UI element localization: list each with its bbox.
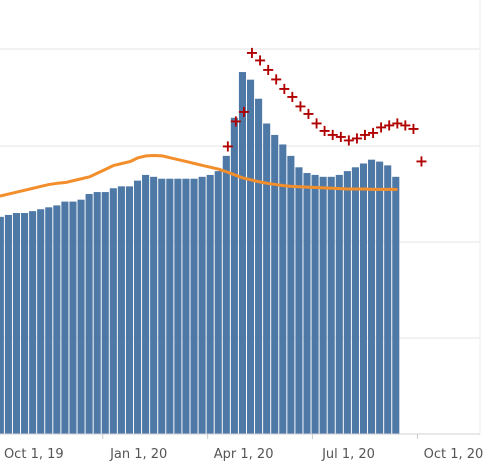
plus-marker: + xyxy=(358,125,371,144)
bar xyxy=(45,207,53,434)
x-tick-label: Jan 1, 20 xyxy=(109,447,167,462)
x-axis: Oct 1, 19 Jan 1, 20 Apr 1, 20 Jul 1, 20 Oct … xyxy=(0,433,484,462)
bar xyxy=(343,171,351,435)
bar xyxy=(166,178,174,434)
bar xyxy=(142,174,150,435)
bar xyxy=(125,186,134,434)
bar xyxy=(295,167,303,435)
bar xyxy=(327,176,335,434)
bar xyxy=(206,174,214,435)
plus-marker: + xyxy=(310,113,323,132)
plus-marker: + xyxy=(294,96,307,115)
plus-marker: + xyxy=(286,87,299,106)
plus-marker: + xyxy=(342,131,355,150)
bar xyxy=(117,186,125,434)
bar xyxy=(359,163,368,435)
bar xyxy=(311,174,319,435)
plus-marker: + xyxy=(278,79,291,98)
bar xyxy=(53,205,61,434)
bar xyxy=(12,213,21,434)
line-series xyxy=(0,153,398,198)
bar xyxy=(85,193,93,434)
plus-marker: + xyxy=(350,129,363,148)
plus-marker: + xyxy=(391,113,404,132)
bar xyxy=(271,134,279,434)
x-tick-label: Jul 1, 20 xyxy=(321,447,375,462)
bar xyxy=(150,176,158,434)
bar xyxy=(376,161,384,434)
bar xyxy=(109,188,117,434)
plus-marker: + xyxy=(399,115,412,134)
bar xyxy=(222,155,230,434)
bar xyxy=(246,79,255,435)
x-tick-label: Oct 1, 20 xyxy=(424,447,484,462)
outlier-markers: +++++++++++++++++++++++++ xyxy=(221,43,428,171)
bar xyxy=(335,174,343,435)
bar xyxy=(368,159,376,434)
plus-marker: + xyxy=(237,102,250,121)
bar xyxy=(190,178,198,434)
bar xyxy=(21,213,29,434)
x-tick-label: Apr 1, 20 xyxy=(214,447,274,462)
bar xyxy=(238,72,246,435)
plus-marker: + xyxy=(270,70,283,89)
bar xyxy=(69,201,77,434)
bar xyxy=(4,214,12,434)
bar xyxy=(93,192,101,434)
plus-marker: + xyxy=(334,127,347,146)
bar xyxy=(263,123,271,435)
bar xyxy=(384,165,392,434)
plus-marker: + xyxy=(326,125,339,144)
plus-marker: + xyxy=(253,51,266,70)
bar xyxy=(214,171,222,435)
bar xyxy=(158,178,166,434)
bar xyxy=(174,178,182,434)
plus-marker: + xyxy=(382,115,395,134)
plus-marker: + xyxy=(366,123,379,142)
bar xyxy=(198,176,206,434)
plus-marker: + xyxy=(245,43,258,62)
plus-marker: + xyxy=(229,112,242,131)
bar xyxy=(61,201,69,434)
bar xyxy=(303,173,311,434)
plus-marker: + xyxy=(318,121,331,140)
bar xyxy=(279,144,287,434)
plus-marker: + xyxy=(261,60,274,79)
bar xyxy=(287,155,295,434)
plus-marker: + xyxy=(415,152,428,171)
bar xyxy=(37,209,45,434)
plus-marker: + xyxy=(302,104,315,123)
plus-marker: + xyxy=(374,117,387,136)
bar xyxy=(182,178,190,434)
bar xyxy=(101,192,109,434)
plus-marker: + xyxy=(407,119,420,138)
bar xyxy=(77,199,85,434)
bar xyxy=(29,211,37,434)
bar xyxy=(392,176,400,434)
bar xyxy=(230,117,238,435)
x-tick-label: Oct 1, 19 xyxy=(4,447,64,462)
bar xyxy=(0,216,4,434)
average-line xyxy=(0,153,398,198)
plus-marker: + xyxy=(221,136,234,155)
bar xyxy=(351,167,359,435)
bar xyxy=(255,98,263,434)
bar xyxy=(319,176,327,434)
bar xyxy=(133,180,142,434)
bars xyxy=(0,72,400,435)
